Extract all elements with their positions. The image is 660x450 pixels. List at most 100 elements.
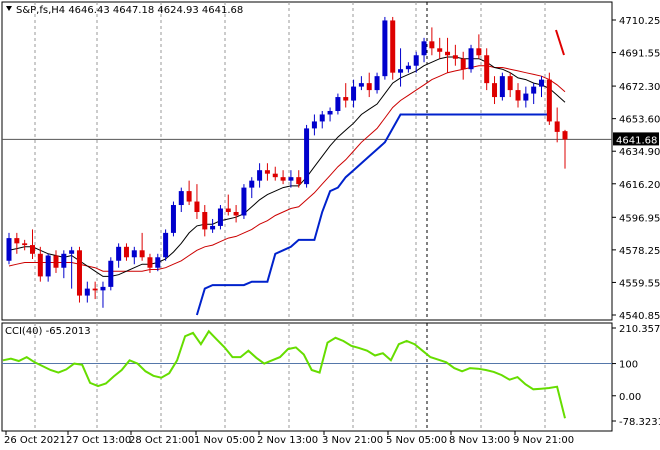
x-tick-label: 28 Oct 21:00 [129, 435, 194, 446]
price-tick-label: 4578.25 [619, 246, 660, 257]
candle-body [170, 205, 176, 233]
collapse-icon[interactable] [6, 6, 12, 11]
candle-body [92, 288, 98, 291]
candle-body [123, 246, 129, 258]
candle-body [523, 93, 529, 101]
price-frame [1, 1, 613, 321]
candle-body [562, 131, 568, 140]
candle-body [437, 48, 443, 52]
candle-body [421, 41, 427, 56]
x-tick-label: 27 Oct 13:00 [66, 435, 131, 446]
candle-body [507, 76, 513, 91]
candle-body [155, 257, 161, 268]
candle-body [374, 76, 380, 91]
current-price-box [613, 132, 659, 146]
candle-body [468, 48, 474, 70]
candle-body [264, 170, 270, 174]
candle-body [499, 76, 505, 98]
cci-tick-label: 210.3574 [619, 324, 660, 335]
x-tick-label: 2 Nov 13:00 [257, 435, 318, 446]
candle-body [546, 79, 552, 122]
candle-body [45, 255, 51, 277]
price-tick-label: 4691.55 [619, 49, 660, 60]
candle-body [539, 79, 545, 87]
candle-body [186, 191, 192, 202]
candle-body [76, 250, 82, 296]
candle-body [554, 121, 560, 132]
candle-body [366, 83, 372, 91]
x-tick-label: 9 Nov 21:00 [513, 435, 574, 446]
candle-body [257, 170, 263, 181]
slow-ma-line [8, 65, 566, 272]
candle-body [37, 253, 43, 277]
candle-body [445, 51, 451, 56]
candle-body [116, 246, 122, 261]
candle-body [531, 86, 537, 94]
candle-body [139, 250, 145, 258]
candle-body [398, 69, 404, 73]
candle-body [202, 211, 208, 230]
candle-body [249, 180, 255, 188]
candle-body [178, 191, 184, 206]
candle-body [29, 245, 35, 254]
fast-ma-line [8, 56, 566, 277]
candle-body [358, 83, 364, 87]
cci-tick-label: 0.00 [619, 392, 641, 403]
candle-body [460, 58, 466, 70]
candle-body [241, 187, 247, 216]
price-tick-label: 4540.85 [619, 311, 660, 322]
price-tick-label: 4710.25 [619, 16, 660, 27]
price-tick-label: 4616.20 [619, 180, 660, 191]
candle-body [319, 114, 325, 122]
x-tick-label: 26 Oct 2021 [4, 435, 66, 446]
candle-body [484, 55, 490, 84]
cci-tick-label: -78.3231 [619, 417, 660, 428]
candle-body [61, 253, 67, 268]
price-tick-label: 4634.90 [619, 147, 660, 158]
cci-tick-label: 100 [619, 360, 638, 371]
current-price-label: 4641.68 [616, 135, 657, 146]
candle-body [351, 86, 357, 101]
candle-body [217, 208, 223, 226]
candle-body [194, 201, 200, 212]
candle-body [210, 225, 216, 230]
candle-body [335, 97, 341, 111]
candle-body [452, 55, 458, 59]
forecast-arrow [555, 29, 565, 56]
candle-body [272, 173, 278, 178]
candle-body [382, 20, 388, 77]
candle-body [147, 257, 153, 268]
x-tick-label: 1 Nov 05:00 [194, 435, 255, 446]
support-line [195, 113, 550, 316]
x-tick-label: 3 Nov 21:00 [322, 435, 383, 446]
cci-panel-header: CCI(40) -65.2013 [5, 326, 91, 337]
candle-body [515, 90, 521, 101]
price-tick-label: 4559.55 [619, 278, 660, 289]
candle-body [131, 250, 137, 258]
candle-body [296, 177, 302, 185]
candle-body [288, 177, 294, 181]
candle-body [53, 255, 59, 268]
header-group: S&P,fs,H4 4646.43 4647.18 4624.93 4641.6… [5, 5, 243, 337]
candle-body [225, 208, 231, 212]
candle-body [311, 121, 317, 129]
price-tick-label: 4653.60 [619, 115, 660, 126]
candle-body [413, 55, 419, 66]
price-panel: 4710.25 4691.55 4672.30 4653.60 4634.90 4616.… [1, 1, 660, 322]
x-tick-label: 5 Nov 05:00 [386, 435, 447, 446]
candle-body [108, 260, 114, 287]
candle-body [327, 110, 333, 115]
price-tick-label: 4672.30 [619, 82, 660, 93]
candle-body [233, 211, 239, 216]
price-panel-header: S&P,fs,H4 4646.43 4647.18 4624.93 4641.6… [16, 5, 243, 16]
candle-body [405, 65, 411, 70]
candle-body [6, 238, 12, 261]
price-tick-label: 4596.95 [619, 213, 660, 224]
candle-body [429, 41, 435, 49]
candle-body [84, 288, 90, 296]
candle-body [100, 286, 106, 291]
cci-line [2, 329, 566, 419]
candle-body [390, 20, 396, 73]
